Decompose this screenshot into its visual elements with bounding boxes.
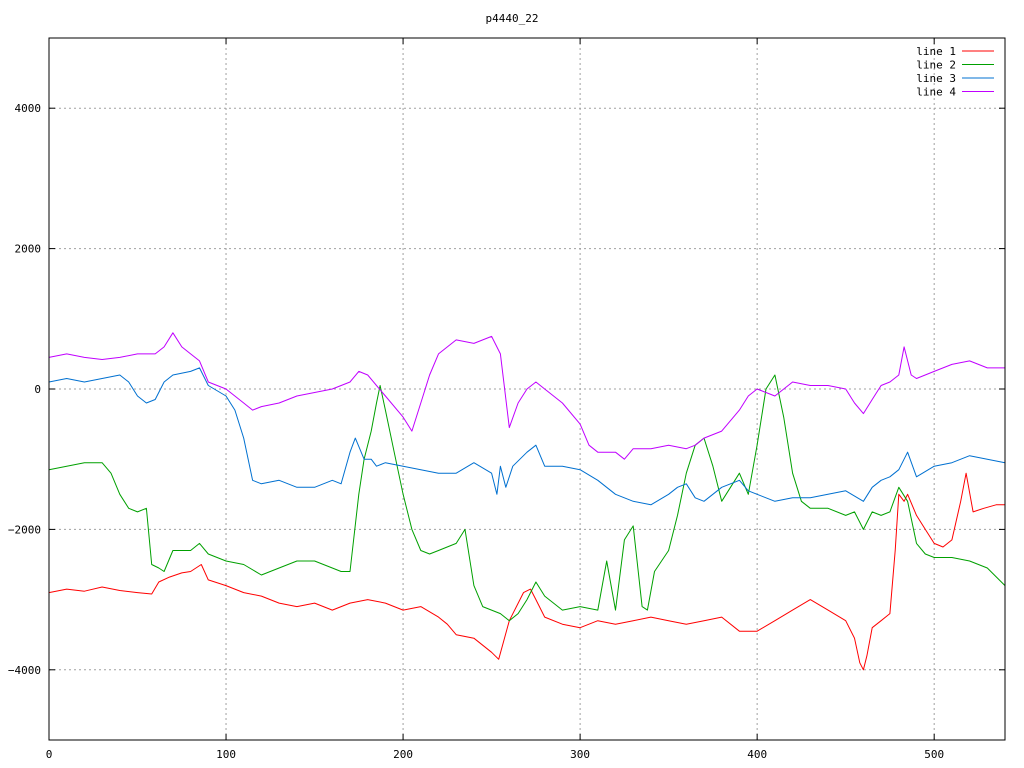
chart-title: p4440_22 — [486, 12, 539, 25]
x-tick-label: 300 — [570, 748, 590, 761]
y-tick-label: 2000 — [15, 243, 42, 256]
series-line-3 — [48, 367, 1006, 506]
axis-ticks: 0 100 200 300 400 500 −4000 −2000 0 2000 4000 — [8, 38, 1005, 761]
y-tick-label: 4000 — [15, 102, 42, 115]
legend-label: line 4 — [916, 86, 956, 99]
x-tick-label: 400 — [747, 748, 767, 761]
y-tick-label: 0 — [34, 383, 41, 396]
x-tick-label: 0 — [46, 748, 53, 761]
y-tick-label: −4000 — [8, 664, 41, 677]
series-lines — [48, 332, 1006, 671]
x-tick-label: 500 — [924, 748, 944, 761]
y-tick-label: −2000 — [8, 523, 41, 536]
legend-label: line 2 — [916, 59, 956, 72]
x-tick-label: 200 — [393, 748, 413, 761]
series-line-2 — [48, 374, 1006, 622]
series-line-4 — [48, 332, 1005, 460]
legend-label: line 3 — [916, 72, 956, 85]
legend-label: line 1 — [916, 45, 956, 58]
plot-frame — [48, 37, 1006, 741]
series-line-1 — [48, 472, 1005, 671]
x-tick-label: 100 — [216, 748, 236, 761]
